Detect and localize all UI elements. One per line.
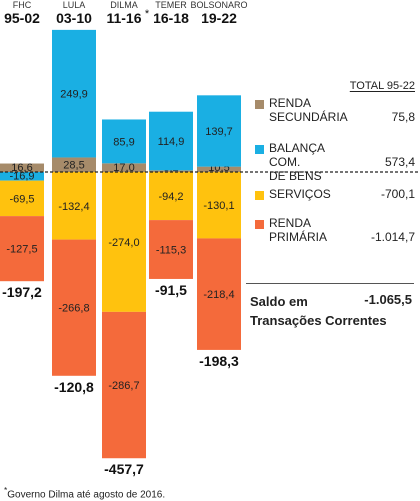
total-label: -120,8	[54, 379, 94, 395]
bar-segment	[149, 172, 193, 221]
bar-segment	[52, 157, 96, 172]
bar-segment	[102, 163, 146, 172]
total-label: -457,7	[104, 461, 144, 477]
total-label: -91,5	[155, 282, 187, 298]
category-name: TEMER	[155, 0, 187, 10]
category-name: FHC	[13, 0, 32, 10]
data-label: -274,0	[108, 237, 139, 249]
bar-segment	[197, 172, 241, 239]
data-label: -218,4	[203, 289, 234, 301]
category-years: 16-18	[153, 10, 189, 26]
data-label: -69,5	[9, 193, 34, 205]
category-years: 19-22	[201, 10, 237, 26]
category-name: LULA	[63, 0, 86, 10]
data-label: -16,9	[9, 171, 34, 183]
bar-segment	[0, 163, 44, 172]
legend-divider	[246, 283, 414, 284]
legend-label: SERVIÇOS	[269, 187, 331, 201]
data-label: -130,1	[203, 200, 234, 212]
saldo-value: -1.065,5	[364, 292, 412, 307]
bar-segment	[197, 238, 241, 350]
bar-segment	[102, 119, 146, 164]
data-label: 16,6	[11, 162, 32, 174]
legend: TOTAL 95-22 RENDA SECUNDÁRIA 75,8 BALANÇA…	[255, 80, 415, 280]
data-label: 114,9	[158, 136, 185, 148]
data-label: -115,3	[156, 245, 186, 257]
legend-title: TOTAL 95-22	[349, 80, 415, 92]
bar-segment	[102, 311, 146, 459]
total-label: -198,3	[199, 353, 239, 369]
legend-value: -700,1	[380, 187, 415, 201]
data-label: 139,7	[205, 126, 233, 138]
footnote: *Governo Dilma até agosto de 2016.	[4, 485, 165, 500]
legend-value: 75,8	[391, 110, 415, 124]
legend-swatch	[255, 220, 264, 229]
bar-segment	[197, 166, 241, 172]
bar-segment	[149, 170, 193, 172]
category-years: 03-10	[56, 10, 92, 26]
bar-segment	[0, 216, 44, 282]
footnote-text: Governo Dilma até agosto de 2016.	[7, 489, 166, 501]
bar-segment	[102, 172, 146, 312]
data-label: -266,8	[58, 303, 89, 315]
data-label: -127,5	[6, 244, 37, 256]
data-label: -286,7	[108, 380, 139, 392]
bar-segment	[52, 239, 96, 376]
data-label: 85,9	[113, 136, 134, 148]
footnote-marker: *	[145, 8, 150, 20]
total-label: -197,2	[2, 284, 42, 300]
legend-label: PRIMÁRIA	[269, 230, 328, 244]
legend-label: DE BENS	[269, 169, 322, 183]
legend-value: -1.014,7	[370, 230, 415, 244]
data-label: 249,9	[60, 89, 88, 101]
legend-label: RENDA	[269, 216, 312, 230]
data-label: -132,4	[58, 201, 89, 213]
bar-segment	[52, 172, 96, 240]
saldo-label: Saldo em Transações Correntes	[250, 294, 387, 328]
category-years: 11-16	[106, 10, 141, 26]
bar-segment	[149, 220, 193, 279]
bar-segment	[0, 172, 44, 181]
legend-value: 573,4	[384, 155, 415, 169]
footnote-mark: *	[4, 485, 8, 495]
category-name: BOLSONARO	[190, 0, 247, 10]
category-name: DILMA	[110, 0, 138, 10]
legend-swatch	[255, 191, 264, 200]
bar-segment	[52, 29, 96, 158]
legend-swatch	[255, 100, 264, 109]
legend-label: RENDA	[269, 96, 312, 110]
data-label: 17,0	[113, 162, 134, 174]
legend-label: SECUNDÁRIA	[269, 110, 348, 124]
bar-segment	[197, 95, 241, 167]
data-label: -94,2	[158, 191, 183, 203]
legend-label: BALANÇA COM.	[269, 141, 325, 169]
legend-swatch	[255, 145, 264, 154]
category-years: 95-02	[4, 10, 40, 26]
data-label: 28,5	[63, 160, 84, 172]
bar-segment	[0, 180, 44, 217]
bar-segment	[149, 111, 193, 171]
